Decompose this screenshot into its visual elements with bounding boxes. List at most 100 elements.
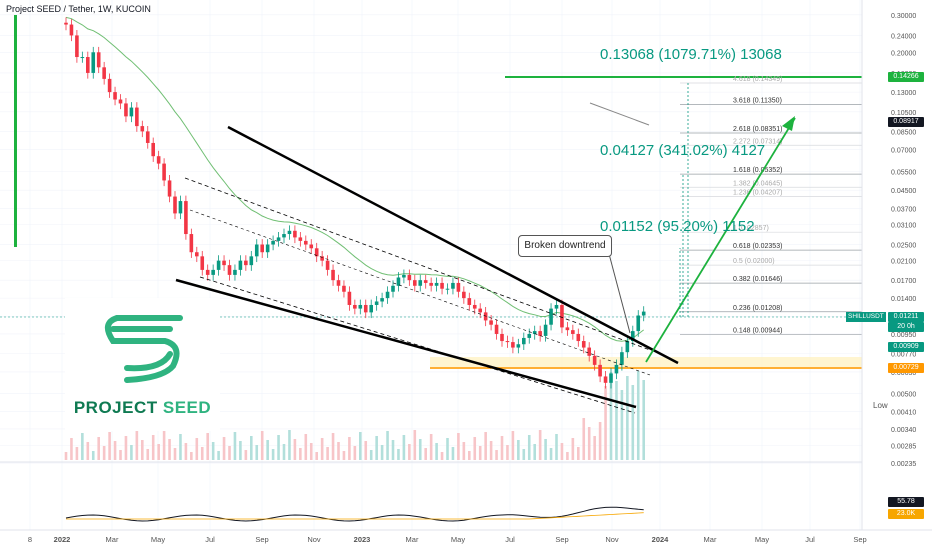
x-tick-label: Mar: [704, 535, 717, 544]
logo-word-project: PROJECT: [73, 398, 158, 417]
volume-bar: [217, 451, 220, 460]
candle-body: [282, 234, 286, 238]
volume-bar: [413, 430, 417, 460]
volume-bar: [380, 445, 384, 460]
volume-bar: [468, 451, 471, 460]
x-tick-label: 2023: [354, 535, 371, 544]
candle-body: [227, 265, 232, 275]
volume-bar: [571, 438, 575, 460]
fib-label: 4.618 (0.14349): [733, 76, 782, 83]
candle-body: [641, 311, 646, 316]
candle-body: [331, 269, 335, 281]
candles: [64, 17, 646, 389]
candle-body: [347, 291, 352, 305]
candle-body: [162, 163, 166, 181]
volume-bar: [473, 437, 477, 460]
candle-body: [293, 230, 297, 238]
volume-bar: [408, 444, 411, 460]
y-tick-label: 0.24000: [891, 33, 916, 40]
volume-bar: [157, 444, 160, 460]
candle-body: [451, 282, 455, 289]
volume-bar: [228, 446, 231, 460]
volume-bar: [566, 452, 569, 460]
x-tick-label: Sep: [853, 535, 866, 544]
volume-bar: [435, 443, 438, 460]
countdown-tag: 20 0h: [888, 322, 924, 332]
fib-label: 1.382 (0.04645): [733, 180, 782, 187]
volume-bar: [424, 448, 427, 460]
y-tick-label: 0.00500: [891, 391, 916, 398]
volume-bar: [108, 432, 111, 460]
volume-bar: [337, 442, 340, 460]
candle-body: [80, 57, 85, 59]
candle-body: [587, 347, 591, 356]
y-tick-label: 0.20000: [891, 50, 916, 57]
fib-label: 3.618 (0.11350): [733, 98, 782, 105]
candle-body: [336, 280, 341, 286]
candle-body: [429, 282, 433, 286]
candle-body: [614, 364, 619, 374]
volume-bar: [299, 448, 302, 460]
logo-wordmark: PROJECT SEED: [65, 398, 220, 418]
projection-arrow: [645, 117, 796, 363]
candle-body: [407, 274, 412, 281]
y-tick-label: 0.04500: [891, 188, 916, 195]
candle-body: [276, 237, 281, 241]
candle-body: [413, 280, 417, 286]
volume-bar: [195, 438, 199, 460]
volume-bar: [75, 447, 79, 460]
candle-body: [549, 308, 553, 325]
fib-levels: 4.618 (0.14349) 3.618 (0.11350) 2.618 (0.0…: [680, 76, 862, 335]
fib-label: 0.618 (0.02353): [733, 243, 782, 250]
candle-body: [304, 240, 308, 245]
y-tick-label: 0.01400: [891, 296, 916, 303]
y-tick-label: 0.08500: [891, 129, 916, 136]
low-label: Low: [873, 401, 888, 410]
support-price-tag: 0.00729: [888, 363, 924, 373]
downtrend-upper: [227, 125, 679, 365]
volume-bar: [457, 433, 460, 460]
candle-body: [636, 315, 641, 332]
candle-body: [151, 142, 155, 157]
y-tick-label: 0.10500: [891, 110, 916, 117]
y-tick-label: 0.00340: [891, 427, 916, 434]
candle-body: [369, 304, 373, 313]
mid-price-tag: 0.08917: [888, 117, 924, 127]
volume-bar: [587, 427, 591, 460]
fib-label: 1.618 (0.05352): [733, 167, 782, 174]
seed-logo-icon: [104, 315, 183, 383]
candle-body: [391, 285, 395, 292]
volume-bar: [86, 442, 90, 460]
volume-bar: [233, 432, 237, 460]
volume-bar: [549, 448, 553, 460]
candle-body: [560, 304, 564, 328]
y-tick-label: 0.13000: [891, 90, 916, 97]
candle-body: [500, 333, 504, 342]
support-zone: [430, 357, 862, 369]
x-axis-ticks: 8 2022 Mar May Jul Sep Nov 2023 Mar May Jul Sep Nov 2…: [28, 535, 867, 544]
candle-body: [396, 277, 401, 286]
volume-bar: [598, 422, 602, 460]
projection-arrowhead: [782, 116, 795, 131]
volume-bar: [244, 450, 248, 460]
x-tick-label: 2024: [652, 535, 670, 544]
volume-bar: [489, 441, 493, 460]
candle-body: [96, 52, 101, 68]
candle-body: [522, 337, 526, 345]
volume-bar: [130, 445, 133, 460]
volume-bar: [375, 436, 378, 460]
candle-body: [140, 126, 145, 132]
volume-bar: [260, 431, 264, 460]
candle-body: [271, 240, 275, 245]
candle-body: [86, 57, 90, 73]
broken-downtrend-callout: Broken downtrend: [518, 235, 612, 257]
candle-body: [543, 324, 548, 336]
fib-label: 1.236 (0.04207): [733, 189, 782, 196]
volume-bar: [631, 385, 635, 460]
candle-body: [298, 237, 303, 241]
candle-body: [244, 260, 248, 266]
candle-body: [342, 285, 346, 292]
volume-bar: [527, 435, 531, 460]
volume-bar: [418, 439, 422, 460]
